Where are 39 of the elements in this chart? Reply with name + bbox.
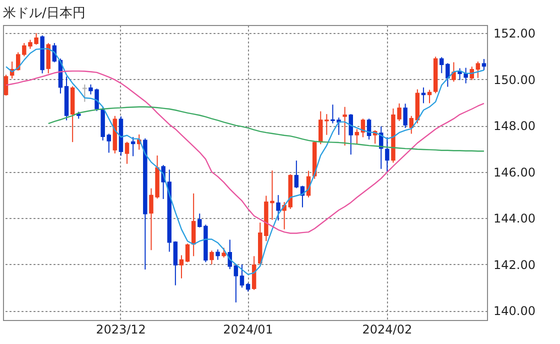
candlestick bbox=[198, 213, 202, 228]
candlestick bbox=[446, 62, 450, 88]
candlestick bbox=[173, 240, 178, 286]
candlestick bbox=[185, 243, 190, 263]
candlestick bbox=[385, 136, 390, 173]
candlestick bbox=[106, 133, 111, 154]
y-tick-label: 148.00 bbox=[494, 119, 536, 134]
candlestick bbox=[342, 106, 347, 146]
candlestick bbox=[222, 247, 226, 258]
y-tick-label: 152.00 bbox=[494, 26, 536, 41]
candlestick bbox=[324, 114, 329, 136]
candlestick bbox=[82, 84, 87, 102]
candlestick bbox=[440, 56, 444, 74]
line-series bbox=[5, 70, 485, 234]
candlestick bbox=[348, 114, 353, 156]
candlestick bbox=[276, 194, 280, 222]
y-tick-label: 146.00 bbox=[494, 165, 536, 180]
x-tick-label: 2024/01 bbox=[223, 322, 273, 336]
candlestick bbox=[452, 62, 456, 82]
candlestick bbox=[179, 254, 184, 279]
candlestick bbox=[216, 248, 220, 260]
candlestick bbox=[240, 264, 244, 288]
y-tick-label: 150.00 bbox=[494, 72, 536, 87]
candlestick bbox=[354, 128, 360, 145]
candlestick bbox=[482, 58, 486, 71]
candlestick bbox=[4, 74, 8, 96]
candlestick bbox=[210, 250, 214, 265]
y-tick-label: 140.00 bbox=[494, 304, 536, 318]
candlestick bbox=[294, 160, 299, 189]
x-tick-label: 2023/12 bbox=[96, 322, 146, 336]
candlestick bbox=[403, 103, 408, 128]
y-tick-label: 142.00 bbox=[494, 258, 536, 272]
candlestick bbox=[124, 141, 130, 164]
candlestick bbox=[234, 264, 238, 303]
chart-title: 米ドル/日本円 bbox=[3, 6, 86, 21]
candlestick bbox=[476, 61, 480, 78]
y-tick-label: 144.00 bbox=[494, 212, 536, 226]
x-tick-label: 2024/02 bbox=[362, 322, 412, 336]
candlestick bbox=[318, 110, 323, 145]
